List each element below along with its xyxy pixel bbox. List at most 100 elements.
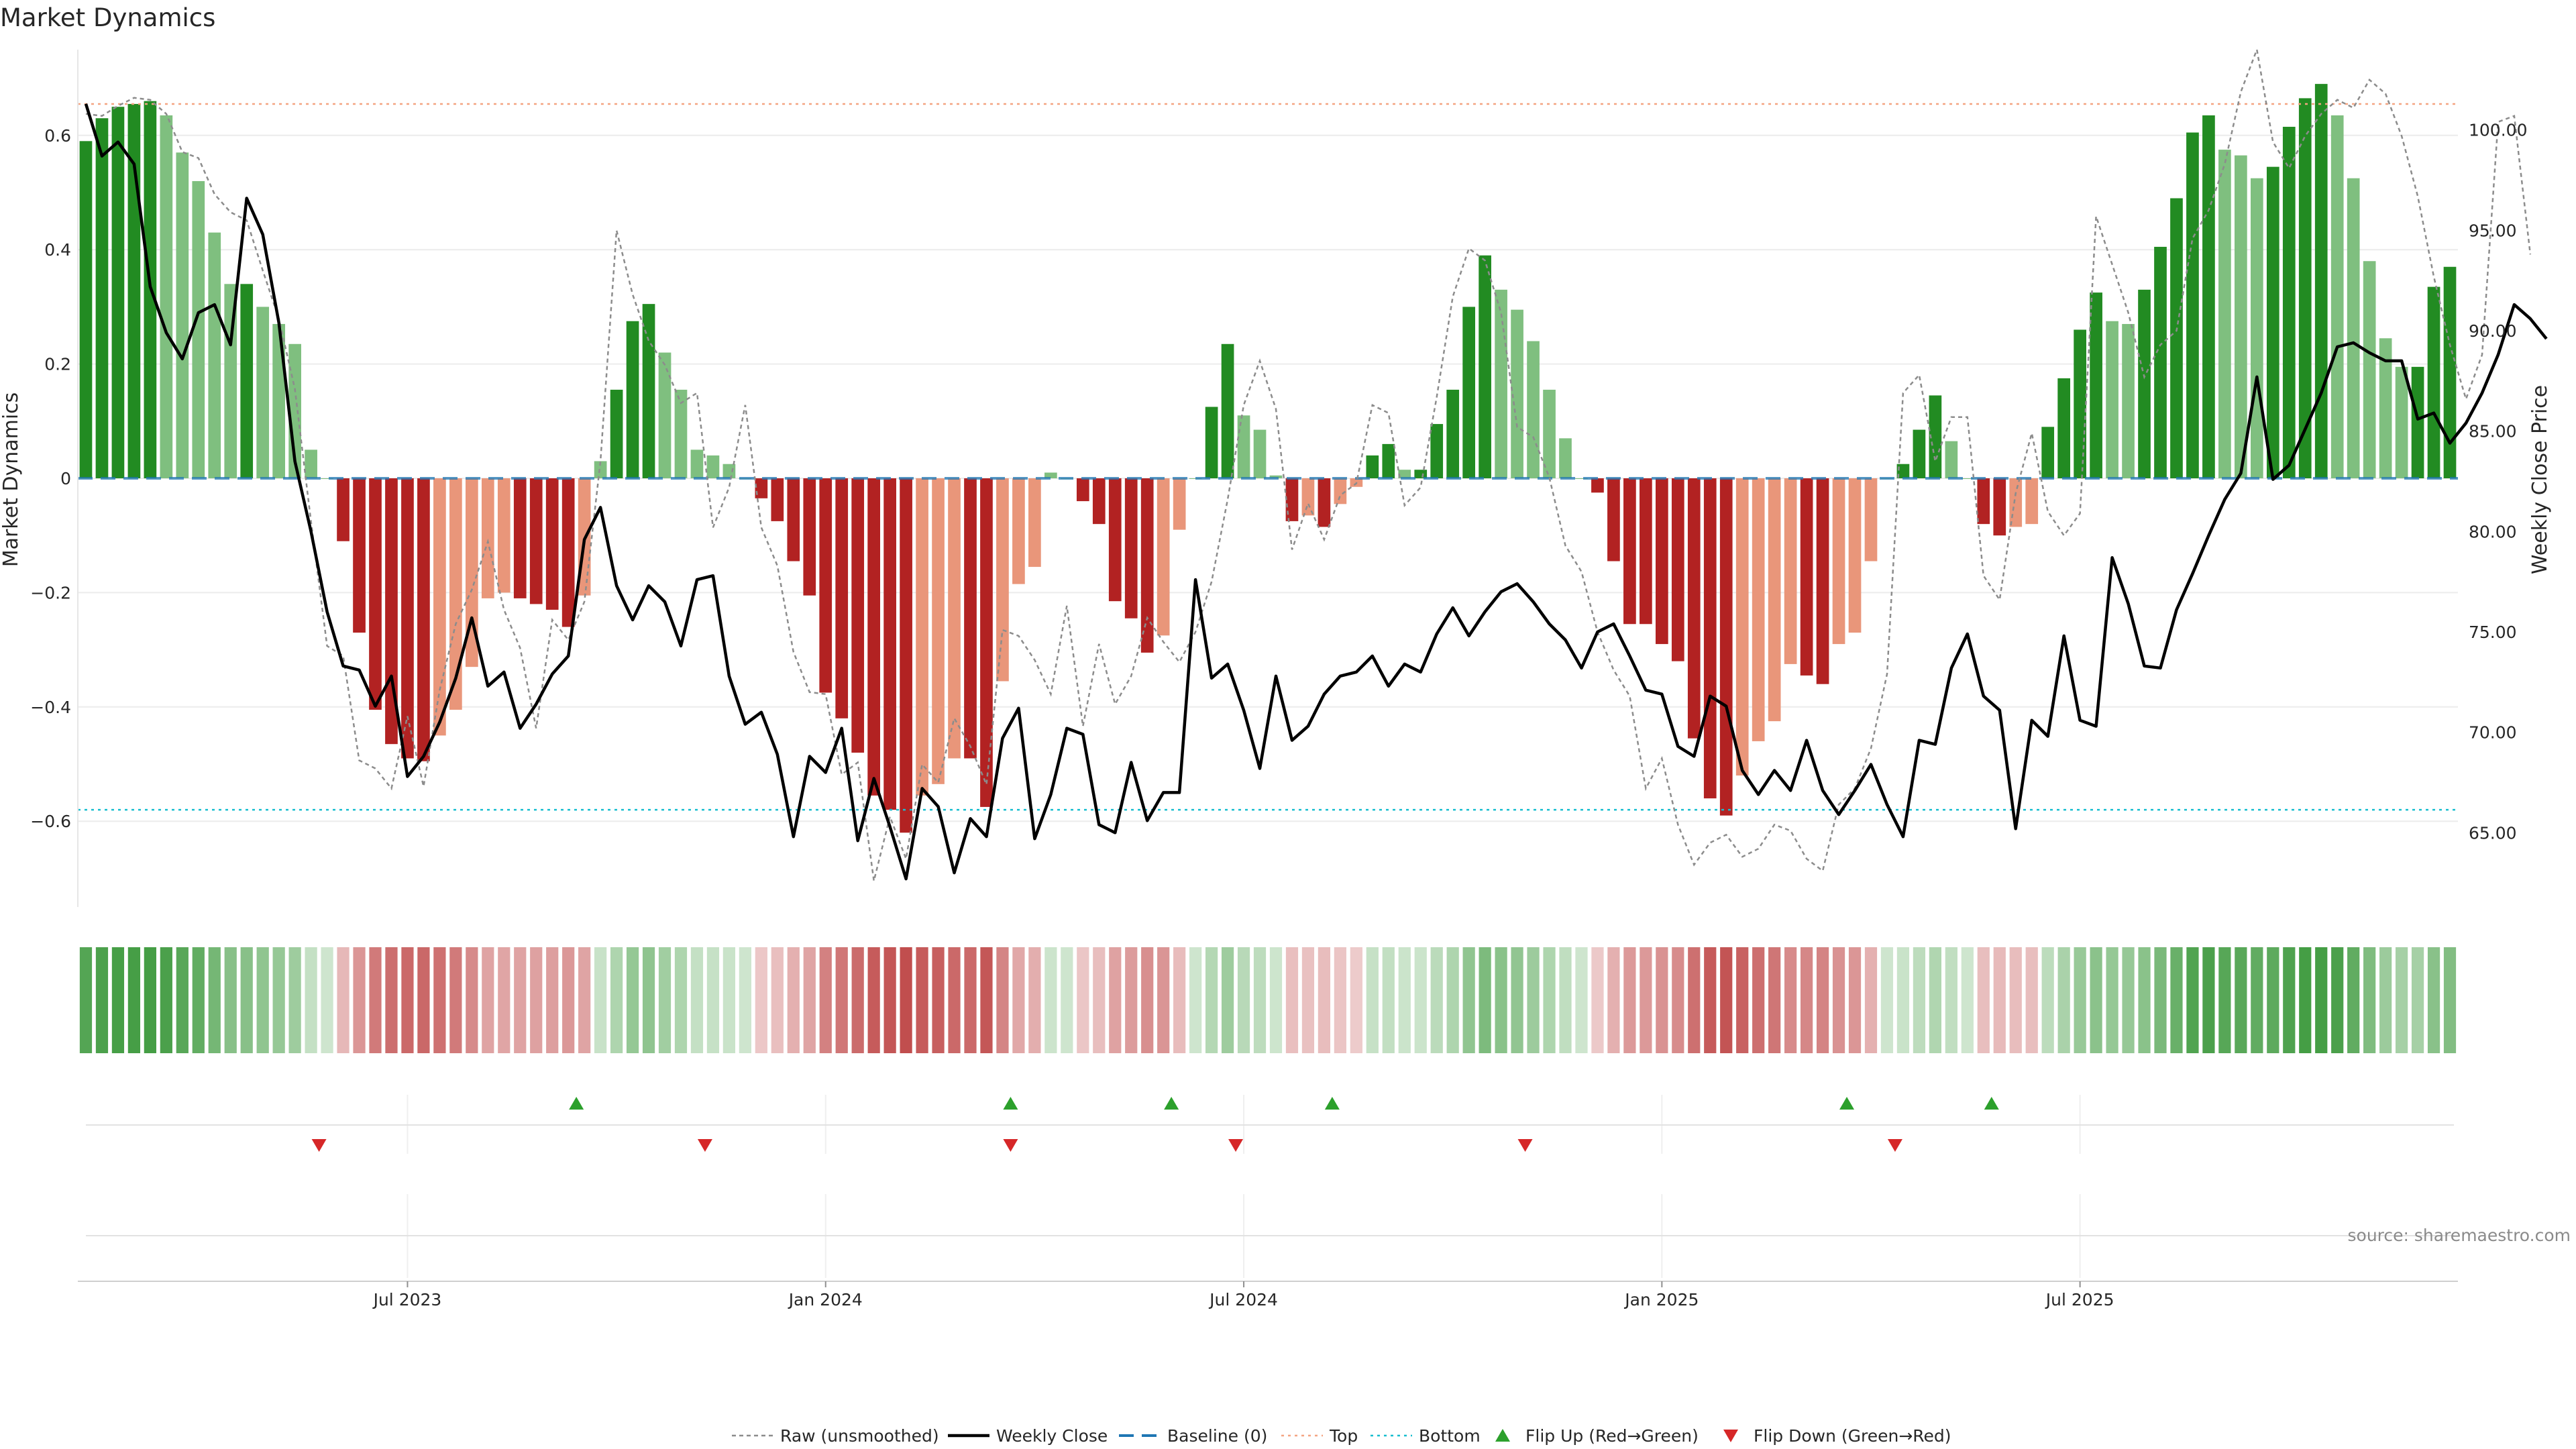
x-tick-label: Jul 2024 — [1208, 1290, 1278, 1309]
left-tick-label: 0.6 — [44, 126, 71, 146]
signal-bar — [1124, 478, 1138, 619]
strip-cell — [674, 947, 688, 1053]
signal-bar — [369, 478, 382, 710]
signal-bar — [1687, 478, 1701, 739]
strip-cell — [819, 947, 832, 1053]
signal-bar — [2170, 198, 2183, 478]
strip-cell — [835, 947, 848, 1053]
strip-cell — [1012, 947, 1025, 1053]
signal-bar — [1640, 478, 1652, 625]
strip-cell — [369, 947, 382, 1053]
signal-bar — [787, 478, 800, 561]
strip-cell — [2347, 947, 2360, 1053]
signal-bar — [1719, 478, 1733, 816]
signal-bar — [1318, 478, 1331, 527]
strip-cell — [1077, 947, 1089, 1053]
signal-bar — [819, 478, 833, 693]
strip-cell — [1640, 947, 1652, 1053]
strip-cell — [1848, 947, 1862, 1053]
signal-bar — [2009, 478, 2023, 527]
strip-cell — [2218, 947, 2231, 1053]
strip-cell — [514, 947, 527, 1053]
legend-label: Flip Down (Green→Red) — [1754, 1426, 1951, 1446]
signal-bar — [1108, 478, 1122, 602]
strip-cell — [2106, 947, 2118, 1053]
signal-bar — [2106, 321, 2118, 478]
strip-cell — [1334, 947, 1346, 1053]
strip-cell — [1253, 947, 1267, 1053]
signal-bar — [1366, 455, 1379, 478]
signal-bar — [932, 478, 945, 784]
signal-bar — [1559, 438, 1572, 478]
strip-cell — [2315, 947, 2328, 1053]
signal-bar — [1929, 395, 1942, 478]
strip-cell — [1479, 947, 1491, 1053]
lines-layer — [78, 46, 2548, 881]
strip-cell — [1462, 947, 1475, 1053]
strip-cell — [1864, 947, 1878, 1053]
strip-cell — [1366, 947, 1379, 1053]
signal-bar — [706, 455, 720, 478]
strip-cell — [2235, 947, 2247, 1053]
signal-bar — [626, 321, 639, 478]
signal-bar — [1735, 478, 1749, 776]
legend-label: Raw (unsmoothed) — [780, 1426, 939, 1446]
strip-cell — [385, 947, 398, 1053]
signal-bar — [980, 478, 993, 807]
strip-cell — [1398, 947, 1411, 1053]
heat-strip — [79, 947, 2457, 1053]
strip-cell — [256, 947, 269, 1053]
strip-cell — [2379, 947, 2392, 1053]
strip-cell — [2057, 947, 2070, 1053]
strip-cell — [1382, 947, 1395, 1053]
signal-bar — [948, 478, 961, 759]
strip-cell — [1221, 947, 1234, 1053]
strip-cell — [2427, 947, 2440, 1053]
signal-bar — [401, 478, 414, 759]
strip-cell — [706, 947, 720, 1053]
signal-bar — [321, 478, 333, 479]
strip-cell — [2443, 947, 2457, 1053]
strip-cell — [1125, 947, 1138, 1053]
strip-cell — [1736, 947, 1749, 1053]
flip-down-marker — [697, 1139, 712, 1152]
strip-cell — [144, 947, 156, 1053]
signal-bar — [208, 232, 221, 478]
signal-bar — [529, 478, 543, 604]
strip-cell — [2041, 947, 2054, 1053]
signal-bar — [224, 284, 237, 478]
flip-up-marker — [1984, 1097, 1999, 1110]
signal-bar — [95, 118, 109, 479]
signal-bar — [835, 478, 849, 718]
signal-bar — [755, 478, 768, 498]
signal-bar — [2314, 84, 2328, 479]
signal-bar — [2250, 178, 2263, 478]
strip-cell — [948, 947, 961, 1053]
strip-cell — [1993, 947, 2006, 1053]
signal-bar — [2025, 478, 2039, 525]
signal-bar — [1462, 307, 1476, 478]
signal-bar — [417, 478, 430, 761]
strip-cell — [2009, 947, 2022, 1053]
strip-cell — [1414, 947, 1427, 1053]
signal-bar — [1848, 478, 1862, 633]
signal-bar — [2347, 178, 2360, 478]
signal-bar — [1623, 478, 1636, 625]
signal-bar — [2298, 98, 2312, 479]
strip-cell — [449, 947, 462, 1053]
right-tick-label: 100.00 — [2469, 121, 2527, 140]
signal-bar — [1253, 429, 1267, 478]
signal-bar — [2122, 323, 2135, 478]
signal-bar — [1768, 478, 1781, 722]
strip-cell — [1301, 947, 1315, 1053]
signal-bar — [1977, 478, 1990, 525]
signal-bar — [900, 478, 912, 833]
strip-cell — [2025, 947, 2038, 1053]
strip-cell — [867, 947, 880, 1053]
right-tick-label: 80.00 — [2469, 522, 2517, 541]
signal-bar — [481, 478, 494, 598]
strip-cell — [1623, 947, 1636, 1053]
signal-bar — [79, 141, 93, 478]
signal-bar — [1816, 478, 1829, 684]
signal-bar — [353, 478, 366, 633]
